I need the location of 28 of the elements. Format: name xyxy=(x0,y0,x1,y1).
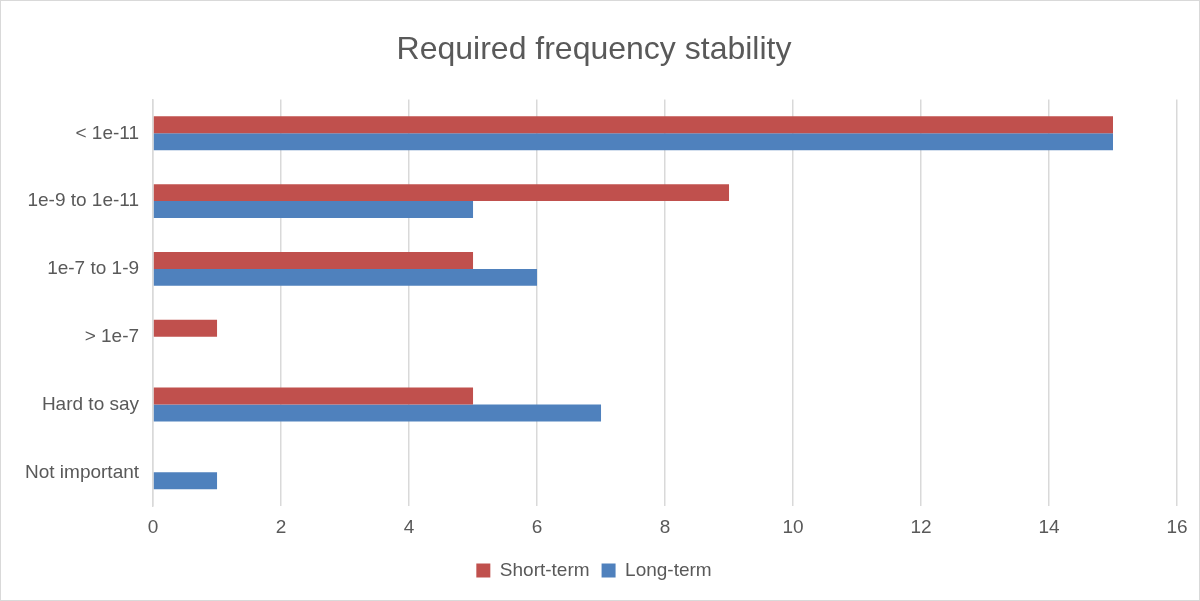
bar xyxy=(153,116,1113,134)
bar xyxy=(153,133,1113,151)
x-tick-label: 2 xyxy=(275,515,287,537)
bar xyxy=(153,268,538,286)
x-tick-label: 0 xyxy=(147,515,159,537)
bar xyxy=(153,319,218,337)
y-tick-label: 1e-9 to 1e-11 xyxy=(27,189,140,211)
legend-label: Short-term xyxy=(499,558,590,580)
bar xyxy=(153,404,602,422)
x-tick-label: 6 xyxy=(531,515,543,537)
x-tick-label: 16 xyxy=(1166,515,1188,537)
bar xyxy=(153,251,474,269)
x-tick-label: 10 xyxy=(782,515,804,537)
bar xyxy=(153,201,474,219)
legend-label: Long-term xyxy=(625,558,712,580)
chart-title: Required frequency stability xyxy=(396,30,792,67)
bar xyxy=(153,184,730,202)
y-tick-label: Hard to say xyxy=(41,392,140,414)
bar xyxy=(153,472,218,490)
x-tick-label: 4 xyxy=(403,515,415,537)
y-tick-label: > 1e-7 xyxy=(84,324,140,346)
y-tick-label: 1e-7 to 1-9 xyxy=(47,257,140,279)
y-tick-label: Not important xyxy=(25,460,140,482)
y-tick-label: < 1e-11 xyxy=(75,121,140,143)
x-tick-label: 8 xyxy=(659,515,671,537)
x-tick-label: 12 xyxy=(910,515,932,537)
x-tick-label: 14 xyxy=(1038,515,1060,537)
bar xyxy=(153,387,474,405)
